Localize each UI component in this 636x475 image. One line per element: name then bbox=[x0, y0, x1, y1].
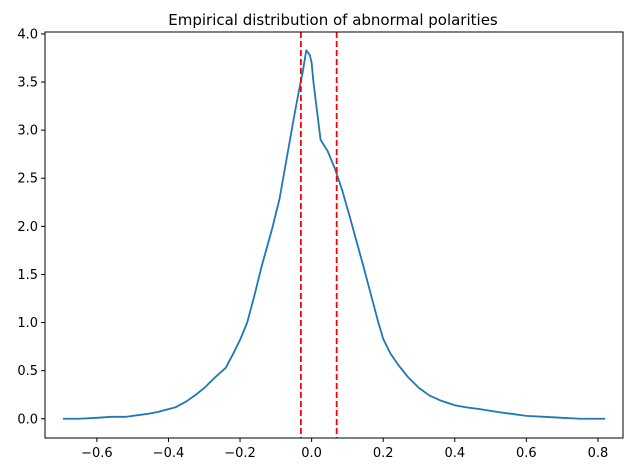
y-tick-label: 3.0 bbox=[17, 124, 38, 139]
y-tick-label: 1.5 bbox=[17, 268, 38, 283]
x-tick-label: −0.6 bbox=[81, 446, 113, 461]
x-tick-label: 0.6 bbox=[516, 446, 537, 461]
y-tick-label: 2.5 bbox=[17, 172, 38, 187]
y-tick-label: 1.0 bbox=[17, 316, 38, 331]
x-tick-label: 0.4 bbox=[444, 446, 465, 461]
y-tick-label: 0.0 bbox=[17, 412, 38, 427]
axes: −0.6 −0.4 −0.2 0.0 0.2 0.4 0.6 0.8 0.0 0.5 1.0 1.5 2… bbox=[17, 27, 624, 461]
x-tick-label: 0.8 bbox=[588, 446, 609, 461]
x-tick-label: 0.0 bbox=[301, 446, 322, 461]
y-tick-label: 3.5 bbox=[17, 76, 38, 91]
axes-frame bbox=[44, 31, 624, 439]
x-tick-label: −0.4 bbox=[153, 446, 185, 461]
density-line-0 bbox=[62, 49, 606, 420]
series-group bbox=[62, 32, 606, 438]
y-tick-label: 0.5 bbox=[17, 364, 38, 379]
chart-title: Empirical distribution of abnormal polar… bbox=[168, 11, 498, 29]
y-tick-label: 2.0 bbox=[17, 220, 38, 235]
y-tick-label: 4.0 bbox=[17, 27, 38, 42]
x-tick-label: 0.2 bbox=[373, 446, 394, 461]
plot-area bbox=[62, 32, 606, 438]
x-tick-label: −0.2 bbox=[224, 446, 256, 461]
